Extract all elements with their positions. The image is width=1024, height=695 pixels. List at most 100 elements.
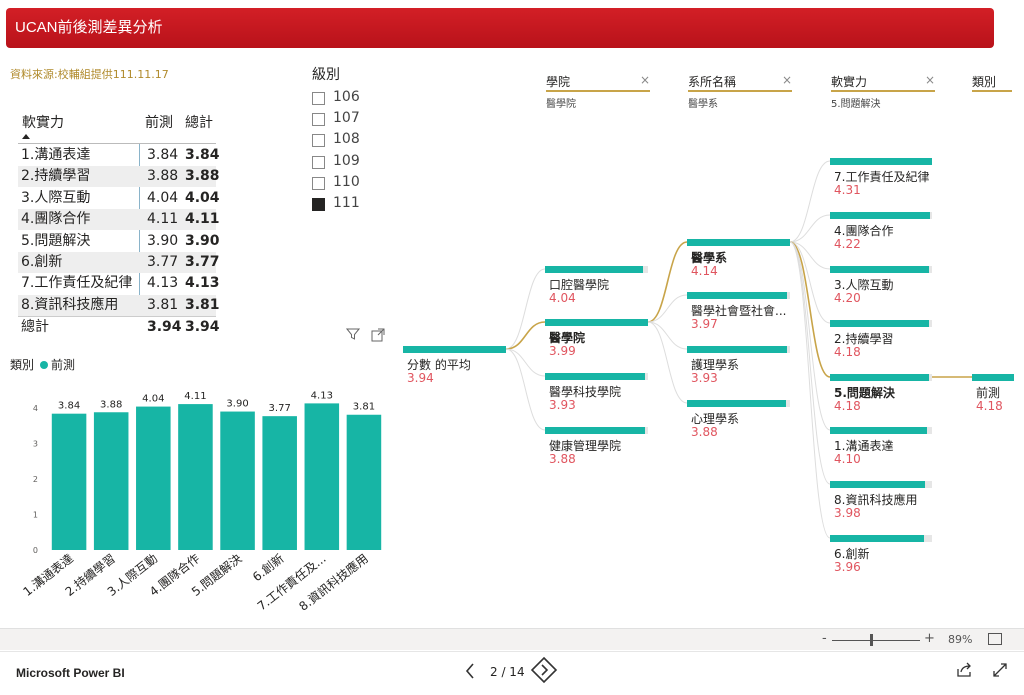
report-title: UCAN前後測差異分析	[15, 19, 163, 36]
table-row[interactable]: 2.持續學習 3.88 3.88	[18, 166, 220, 188]
close-icon[interactable]: ×	[639, 73, 650, 87]
row-skill: 1.溝通表達	[21, 147, 91, 163]
tree-node[interactable]: 口腔醫學院 4.04	[545, 266, 648, 306]
node-value: 4.22	[834, 237, 861, 251]
focus-mode-icon[interactable]	[371, 328, 385, 342]
share-icon[interactable]	[956, 662, 974, 678]
table-row[interactable]: 6.創新 3.77 3.77	[18, 252, 220, 273]
checkbox[interactable]	[312, 92, 325, 105]
zoom-bar: - + 89%	[0, 628, 1024, 650]
tree-connector	[647, 321, 688, 350]
next-page-icon[interactable]	[530, 656, 558, 684]
tree-level-header[interactable]: 系所名稱 × 醫學系	[688, 73, 792, 110]
node-bar	[830, 427, 927, 434]
checkbox[interactable]	[312, 113, 325, 127]
zoom-out-button[interactable]: -	[822, 631, 827, 646]
tree-node[interactable]: 醫學系 4.14	[687, 239, 790, 279]
table-row[interactable]: 7.工作責任及紀律 4.13 4.13	[18, 273, 220, 294]
tree-node[interactable]: 醫學社會暨社會... 3.97	[687, 292, 790, 332]
node-value: 4.14	[691, 264, 718, 278]
sort-ascending-icon[interactable]	[22, 134, 30, 139]
tree-node[interactable]: 健康管理學院 3.88	[545, 427, 648, 467]
power-bi-link[interactable]: Microsoft Power BI	[16, 666, 125, 680]
bar[interactable]	[346, 414, 382, 550]
total-pre: 3.94	[147, 319, 182, 336]
row-skill: 6.創新	[21, 254, 63, 270]
row-skill: 3.人際互動	[21, 189, 91, 206]
filter-icon[interactable]	[346, 327, 360, 341]
row-skill: 2.持續學習	[21, 168, 91, 185]
y-tick-label: 2	[33, 475, 38, 484]
fit-to-page-icon[interactable]	[988, 633, 1002, 645]
zoom-in-button[interactable]: +	[924, 631, 935, 646]
level-selection: 醫學院	[546, 99, 576, 110]
bar-value-label: 3.88	[100, 399, 122, 410]
checkbox[interactable]	[312, 176, 325, 190]
tree-node[interactable]: 護理學系 3.93	[687, 346, 790, 386]
checkbox[interactable]	[312, 134, 325, 148]
table-row[interactable]: 3.人際互動 4.04 4.04	[18, 188, 220, 209]
node-value: 4.10	[834, 452, 861, 466]
row-pre: 4.13	[147, 275, 179, 292]
table-row[interactable]: 1.溝通表達 3.84 3.84	[18, 145, 220, 166]
tree-connector	[647, 241, 688, 323]
col-header-skill[interactable]: 軟實力	[22, 115, 64, 131]
fullscreen-icon[interactable]	[992, 662, 1008, 678]
bar[interactable]	[220, 411, 255, 550]
col-header-total[interactable]: 總計	[185, 115, 213, 131]
zoom-level: 89%	[948, 633, 973, 646]
checkbox[interactable]	[312, 198, 325, 211]
tree-node[interactable]: 1.溝通表達 4.10	[830, 427, 932, 467]
tree-connector	[789, 241, 831, 270]
zoom-slider-track[interactable]	[832, 640, 920, 641]
bar[interactable]	[93, 412, 129, 550]
tree-node[interactable]: 前測 4.18	[972, 374, 1014, 414]
tree-node[interactable]: 醫學院 3.99	[545, 319, 648, 359]
row-pre: 3.90	[147, 232, 179, 249]
bar[interactable]	[304, 403, 340, 550]
node-bar	[545, 319, 648, 326]
tree-node[interactable]: 3.人際互動 4.20	[830, 266, 932, 306]
node-value: 4.31	[834, 183, 861, 197]
checkbox[interactable]	[312, 155, 325, 169]
tree-level-header[interactable]: 類別	[972, 73, 1012, 107]
slicer-item-label: 111	[333, 195, 360, 211]
bar[interactable]	[178, 404, 213, 550]
total-label: 總計	[21, 319, 49, 336]
tree-connector	[789, 241, 831, 485]
tree-node[interactable]: 2.持續學習 4.18	[830, 320, 932, 360]
legend-series-label[interactable]: 前測	[51, 358, 76, 372]
tree-connector	[505, 321, 546, 350]
tree-node[interactable]: 心理學系 3.88	[687, 400, 790, 440]
node-value: 4.18	[976, 399, 1003, 413]
bar-value-label: 3.81	[353, 402, 375, 413]
close-icon[interactable]: ×	[924, 73, 935, 87]
tree-level-header[interactable]: 軟實力 × 5.問題解決	[831, 73, 935, 110]
zoom-slider-thumb[interactable]	[870, 634, 873, 646]
tree-node[interactable]: 5.問題解決 4.18	[830, 374, 932, 414]
tree-node[interactable]: 6.創新 3.96	[830, 535, 932, 575]
tree-node[interactable]: 8.資訊科技應用 3.98	[830, 481, 932, 521]
tree-node[interactable]: 分數 的平均 3.94	[403, 346, 506, 386]
tree-node[interactable]: 7.工作責任及紀律 4.31	[830, 158, 932, 198]
tree-level-header[interactable]: 學院 × 醫學院	[546, 73, 650, 110]
tree-node[interactable]: 4.團隊合作 4.22	[830, 212, 932, 252]
node-bar	[830, 158, 932, 165]
page-indicator: 2 / 14	[490, 665, 525, 679]
col-header-pre[interactable]: 前測	[145, 115, 173, 131]
slicer-item-label: 109	[333, 152, 360, 169]
y-tick-label: 3	[33, 440, 38, 449]
bar[interactable]	[136, 406, 171, 550]
y-tick-label: 1	[33, 511, 38, 520]
row-total: 3.88	[185, 168, 220, 185]
table-row[interactable]: 8.資訊科技應用 3.81 3.81	[18, 294, 220, 316]
node-bar	[545, 427, 645, 434]
bar[interactable]	[51, 413, 87, 550]
previous-page-icon[interactable]	[463, 662, 477, 680]
tree-node[interactable]: 醫學科技學院 3.93	[545, 373, 648, 413]
table-row[interactable]: 5.問題解決 3.90 3.90	[18, 231, 220, 252]
close-icon[interactable]: ×	[781, 73, 792, 87]
bar[interactable]	[262, 416, 297, 550]
level-underline	[831, 90, 935, 92]
table-row[interactable]: 4.團隊合作 4.11 4.11	[18, 209, 220, 231]
